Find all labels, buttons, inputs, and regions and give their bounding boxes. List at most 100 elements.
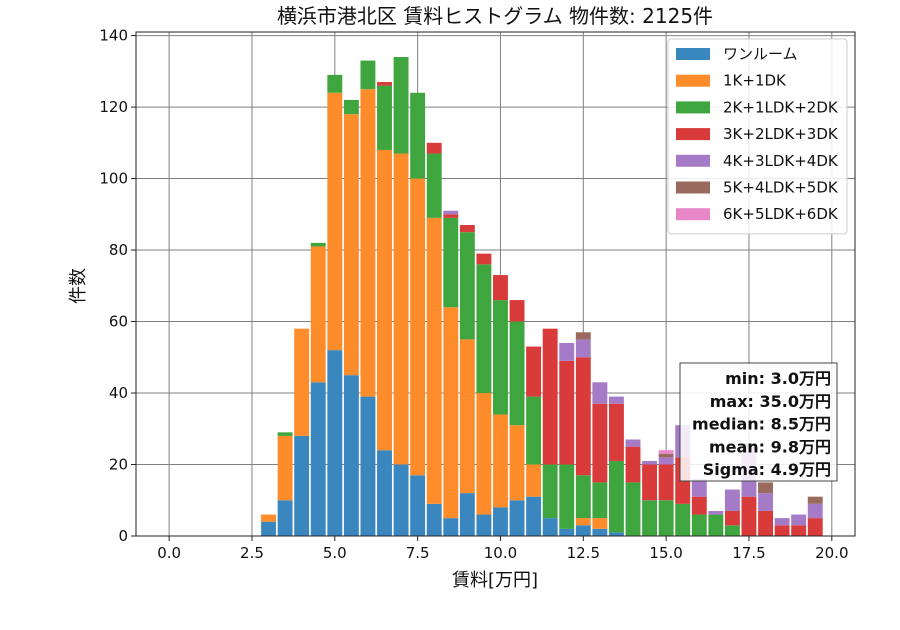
bar-segment — [343, 114, 359, 376]
bar-segment — [642, 460, 658, 465]
bar-segment — [542, 518, 558, 536]
bar-segment — [724, 510, 740, 526]
bar-segment — [327, 350, 343, 536]
stats-line: Sigma: 4.9万円 — [703, 460, 831, 479]
bar-segment — [625, 482, 641, 536]
bar-segment — [575, 339, 591, 358]
legend-swatch — [676, 48, 710, 60]
legend-label: 2K+1LDK+2DK — [723, 98, 839, 116]
bar-segment — [459, 232, 475, 340]
bar-segment — [443, 210, 459, 215]
bar-segment — [360, 396, 376, 536]
bar-segment — [608, 460, 624, 533]
bar-segment — [526, 346, 542, 397]
stats-line: median: 8.5万円 — [692, 415, 831, 434]
stats-box: min: 3.0万円 max: 35.0万円 median: 8.5万円 mean: … — [679, 362, 838, 482]
bar-segment — [493, 414, 508, 508]
bar-segment — [261, 521, 276, 536]
y-tick-label: 140 — [99, 27, 128, 45]
stacked-bars — [261, 57, 823, 536]
bar-segment — [343, 99, 359, 115]
y-tick-label: 0 — [118, 527, 128, 545]
legend-swatch — [676, 101, 710, 114]
bar-segment — [443, 518, 459, 536]
bar-segment — [559, 528, 575, 536]
bar-segment — [724, 525, 740, 536]
bar-segment — [758, 482, 773, 494]
bar-segment — [377, 85, 392, 150]
bar-segment — [277, 432, 293, 436]
legend-label: 1K+1DK — [723, 72, 787, 90]
bar-segment — [691, 496, 707, 515]
bar-segment — [410, 92, 426, 179]
x-tick-label: 17.5 — [732, 544, 765, 562]
bar-segment — [360, 60, 376, 90]
bar-segment — [377, 149, 392, 451]
bar-segment — [592, 528, 608, 536]
bar-segment — [691, 514, 707, 536]
bar-segment — [691, 478, 707, 497]
stats-line: min: 3.0万円 — [725, 369, 831, 388]
x-tick-label: 0.0 — [157, 544, 181, 562]
bar-segment — [443, 307, 459, 519]
legend-label: 4K+3LDK+4DK — [723, 152, 839, 170]
legend: ワンルーム 1K+1DK 2K+1LDK+2DK 3K+2LDK+3DK 4K+3LDK… — [667, 38, 848, 235]
x-tick-label: 12.5 — [567, 544, 600, 562]
bar-segment — [758, 510, 773, 536]
legend-swatch — [676, 74, 710, 87]
bar-segment — [741, 496, 757, 536]
bar-segment — [393, 464, 409, 536]
legend-label: 5K+4LDK+5DK — [723, 179, 839, 197]
bar-segment — [343, 375, 359, 536]
bar-segment — [509, 300, 525, 322]
bar-segment — [542, 328, 558, 465]
bar-segment — [310, 246, 326, 383]
bar-segment — [559, 360, 575, 465]
bar-segment — [393, 57, 409, 154]
bar-segment — [459, 339, 475, 494]
bar-segment — [443, 217, 459, 308]
stats-line: mean: 9.8万円 — [709, 437, 831, 456]
bar-segment — [592, 403, 608, 483]
y-tick-label: 20 — [109, 456, 128, 474]
bar-segment — [476, 393, 492, 515]
bar-segment — [791, 514, 807, 526]
bar-segment — [426, 153, 442, 218]
y-axis-label: 件数 — [68, 268, 89, 304]
bar-segment — [443, 214, 459, 218]
bar-segment — [658, 450, 674, 454]
legend-label: 6K+5LDK+6DK — [723, 205, 839, 223]
legend-label: 3K+2LDK+3DK — [723, 125, 839, 143]
bar-segment — [608, 403, 624, 461]
legend-swatch — [676, 128, 710, 141]
x-axis-label: 賃料[万円] — [452, 570, 538, 591]
bar-segment — [658, 457, 674, 465]
bar-segment — [658, 453, 674, 458]
legend-frame — [667, 38, 848, 235]
bar-segment — [758, 493, 773, 511]
y-tick-label: 40 — [109, 384, 128, 402]
bar-segment — [377, 450, 392, 536]
x-tick-label: 5.0 — [323, 544, 347, 562]
x-tick-label: 20.0 — [815, 544, 848, 562]
bar-segment — [807, 518, 823, 536]
bar-segment — [559, 464, 575, 529]
bar-segment — [592, 518, 608, 529]
bar-segment — [575, 357, 591, 476]
bar-segment — [294, 435, 310, 536]
bar-segment — [625, 439, 641, 447]
bar-segment — [509, 321, 525, 426]
bar-segment — [774, 525, 790, 536]
bar-segment — [526, 464, 542, 497]
bar-segment — [476, 253, 492, 265]
bar-segment — [310, 382, 326, 536]
bar-segment — [791, 525, 807, 536]
bar-segment — [658, 464, 674, 501]
bar-segment — [608, 396, 624, 404]
bar-segment — [559, 342, 575, 361]
y-tick-label: 100 — [99, 170, 128, 188]
bar-segment — [509, 500, 525, 536]
bar-segment — [774, 518, 790, 526]
bar-segment — [708, 510, 724, 515]
bar-segment — [426, 503, 442, 536]
